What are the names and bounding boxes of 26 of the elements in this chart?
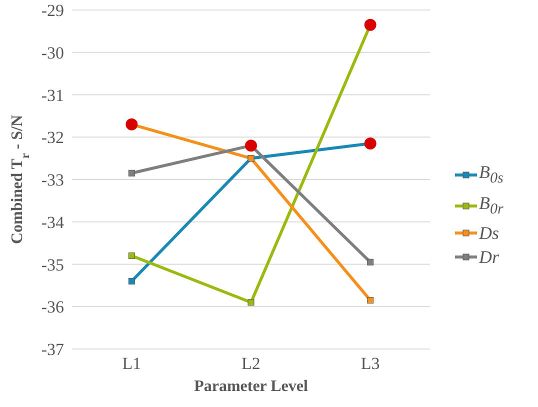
point (128, 252, 135, 260)
legend-label: Dr (479, 246, 500, 270)
point (248, 299, 254, 306)
point (367, 258, 374, 266)
legend-label: Ds (479, 222, 500, 246)
x-tick-label: L2 (242, 354, 260, 374)
y-tick-label: -29 (41, 1, 64, 20)
legend-label: B$_{0s}$ (479, 161, 504, 189)
y-tick-label: -33 (41, 170, 64, 190)
x-axis-title: Parameter Level (194, 378, 308, 395)
x-tick-label: L3 (360, 354, 380, 374)
point (126, 118, 138, 130)
y-tick-label: -36 (41, 298, 64, 317)
y-tick-label: -31 (41, 86, 64, 105)
point (128, 278, 135, 284)
legend-label: B$_{0r}$ (479, 192, 504, 220)
x-tick-label: L1 (122, 354, 142, 374)
y-tick-label: -30 (41, 43, 64, 62)
y-tick-label: -34 (41, 212, 64, 232)
point (367, 297, 374, 304)
y-tick-label: -32 (41, 128, 64, 148)
point (245, 140, 257, 152)
y-tick-label: -35 (41, 255, 64, 274)
point (364, 18, 376, 31)
point (128, 170, 135, 176)
y-tick-label: -37 (41, 340, 64, 360)
